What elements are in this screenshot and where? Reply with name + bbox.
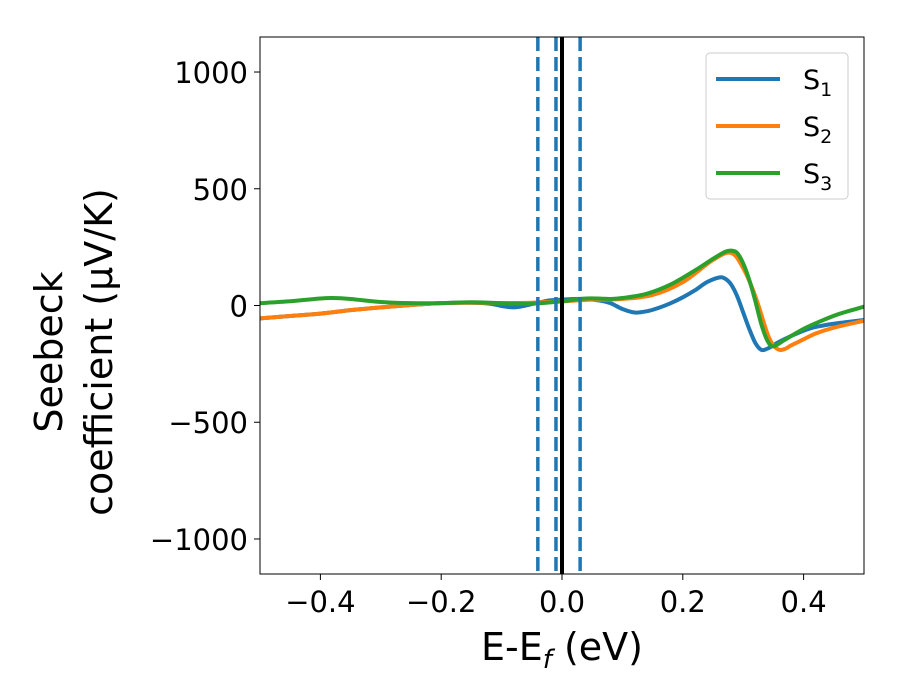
x-axis-title-unit: (eV) bbox=[552, 625, 643, 669]
y-tick-label: 1000 bbox=[174, 56, 248, 90]
x-tick-label: 0.4 bbox=[781, 585, 827, 619]
y-tick-label: 500 bbox=[193, 173, 248, 207]
legend-label-2: S2 bbox=[803, 112, 832, 148]
y-tick-label: −500 bbox=[168, 406, 248, 440]
series-line-2 bbox=[260, 250, 864, 353]
x-tick-label: 0.0 bbox=[539, 585, 585, 619]
y-axis-title-line1: Seebeck bbox=[27, 271, 71, 432]
legend-label-3: S3 bbox=[803, 159, 832, 195]
x-tick-label: −0.4 bbox=[285, 585, 355, 619]
x-tick-label: −0.2 bbox=[406, 585, 476, 619]
y-tick-label: −1000 bbox=[150, 523, 248, 557]
series-line-3 bbox=[260, 248, 864, 349]
series-lines bbox=[260, 248, 864, 353]
y-tick-label: 0 bbox=[230, 290, 248, 324]
y-axis-ticks: −1000 −500 0 500 1000 bbox=[150, 56, 260, 557]
x-axis-ticks: −0.4 −0.2 0.0 0.2 0.4 bbox=[285, 574, 827, 619]
y-axis-title-line2: coefficient (μV/K) bbox=[77, 188, 121, 516]
x-tick-label: 0.2 bbox=[660, 585, 706, 619]
legend-label-1: S1 bbox=[803, 65, 832, 101]
y-axis-title: Seebeck coefficient (μV/K) bbox=[27, 188, 121, 516]
legend: S1 S2 S3 bbox=[705, 52, 849, 200]
x-axis-title: E-Ef (eV) bbox=[481, 625, 643, 675]
reference-lines bbox=[536, 37, 582, 574]
